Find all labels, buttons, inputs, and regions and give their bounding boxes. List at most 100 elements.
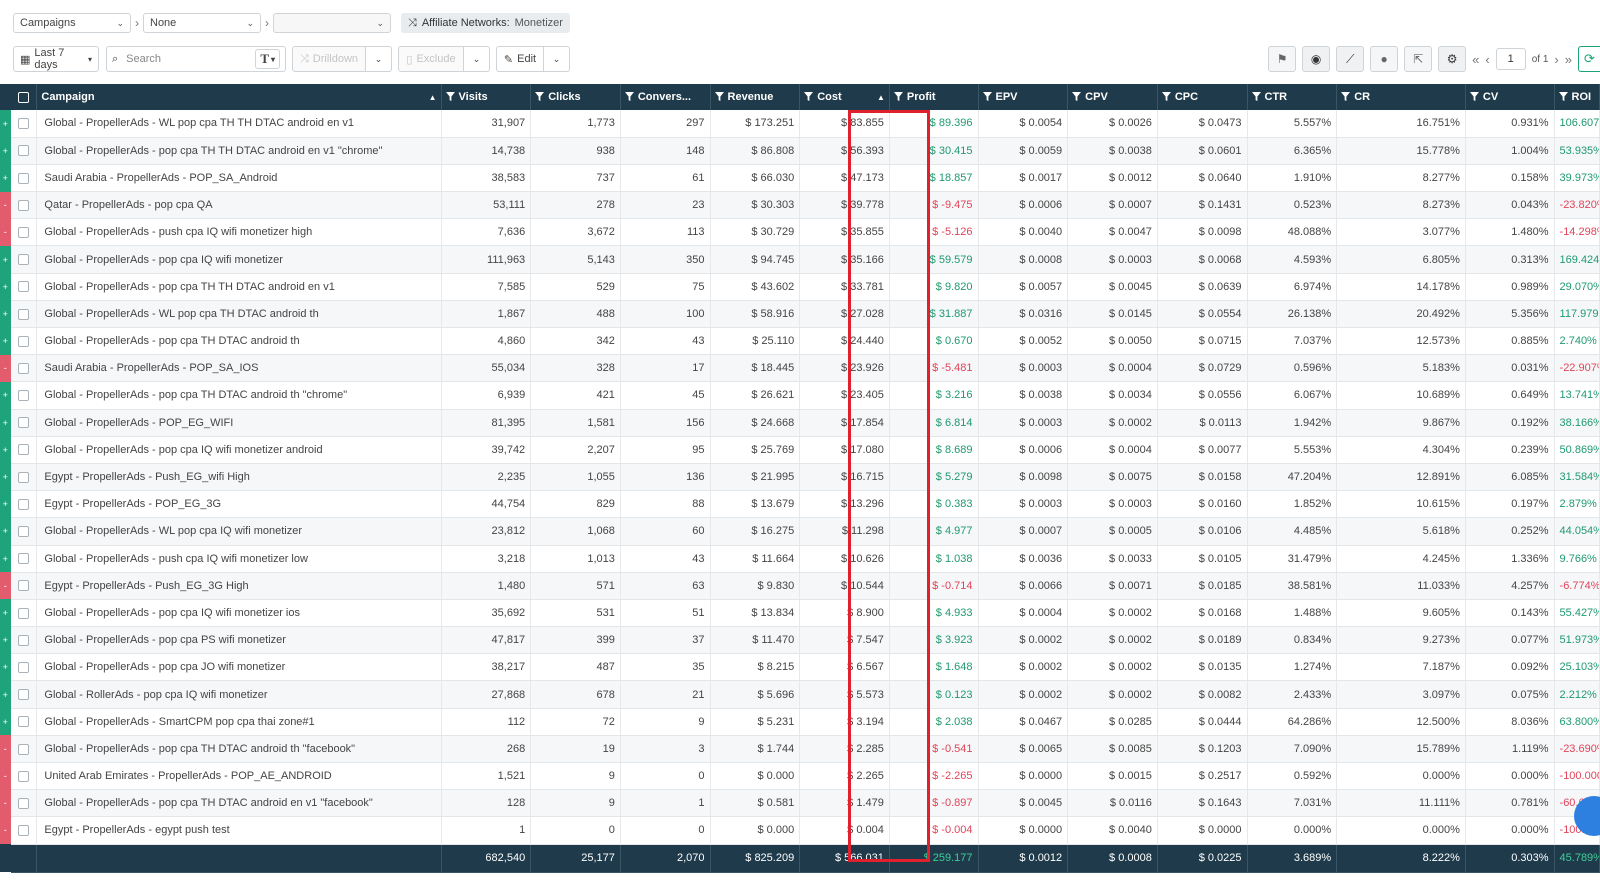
campaign-name[interactable]: Global - PropellerAds - pop cpa TH TH DT… — [36, 137, 442, 165]
plus-icon[interactable]: + — [0, 137, 11, 165]
row-checkbox[interactable] — [10, 653, 38, 682]
campaign-name[interactable]: Saudi Arabia - PropellerAds - POP_SA_And… — [36, 164, 442, 193]
row-checkbox[interactable] — [10, 110, 38, 138]
comment-icon[interactable]: ● — [1370, 46, 1399, 72]
plus-icon[interactable]: + — [0, 300, 11, 328]
col-campaign[interactable]: Campaign ▲ — [36, 84, 442, 110]
table-row[interactable]: + Global - PropellerAds - WL pop cpa IQ w… — [0, 517, 1600, 546]
row-checkbox[interactable] — [10, 816, 38, 845]
campaign-name[interactable]: Global - PropellerAds - push cpa IQ wifi… — [36, 545, 442, 573]
table-row[interactable]: + Global - PropellerAds - pop cpa IQ wifi… — [0, 436, 1600, 464]
row-checkbox[interactable] — [10, 789, 38, 818]
plus-icon[interactable]: + — [0, 653, 11, 681]
row-checkbox[interactable] — [10, 273, 38, 301]
next-page-icon[interactable]: › — [1554, 51, 1559, 67]
table-row[interactable]: + Global - PropellerAds - SmartCPM pop cp… — [0, 708, 1600, 736]
table-row[interactable]: - Egypt - PropellerAds - egypt push test 1… — [0, 816, 1600, 845]
minus-icon[interactable]: - — [0, 735, 11, 763]
plus-icon[interactable]: + — [0, 599, 11, 627]
campaign-name[interactable]: Global - PropellerAds - push cpa IQ wifi… — [36, 218, 442, 247]
row-checkbox[interactable] — [10, 436, 38, 464]
table-row[interactable]: + Global - PropellerAds - pop cpa TH TH D… — [0, 137, 1600, 165]
table-row[interactable]: - Qatar - PropellerAds - pop cpa QA 53,111… — [0, 191, 1600, 220]
campaign-name[interactable]: Global - PropellerAds - pop cpa TH DTAC … — [36, 735, 442, 764]
plus-icon[interactable]: + — [0, 517, 11, 545]
plus-icon[interactable]: + — [0, 490, 11, 518]
campaign-name[interactable]: Egypt - PropellerAds - egypt push test — [36, 816, 442, 845]
table-row[interactable]: + Global - PropellerAds - POP_EG_WIFI 81,3… — [0, 409, 1600, 437]
row-checkbox[interactable] — [10, 517, 38, 546]
row-checkbox[interactable] — [10, 545, 38, 573]
col-conversions[interactable]: Convers... — [620, 84, 711, 110]
minus-icon[interactable]: - — [0, 789, 11, 817]
row-checkbox[interactable] — [10, 680, 38, 709]
table-row[interactable]: + Global - PropellerAds - push cpa IQ wif… — [0, 545, 1600, 573]
table-row[interactable]: + Egypt - PropellerAds - Push_EG_wifi Hig… — [0, 463, 1600, 492]
table-row[interactable]: + Global - PropellerAds - pop cpa TH DTAC… — [0, 381, 1600, 410]
page-input[interactable]: 1 — [1495, 48, 1526, 70]
group-level1-select[interactable]: Campaigns ⌄ — [13, 13, 131, 33]
row-checkbox[interactable] — [10, 490, 38, 519]
exclude-dropdown[interactable]: ⌄ — [464, 46, 490, 72]
edit-button[interactable]: ✎ Edit — [496, 46, 544, 72]
drilldown-button[interactable]: ⤨ Drilldown — [292, 46, 366, 72]
row-checkbox[interactable] — [10, 245, 38, 274]
row-checkbox[interactable] — [10, 708, 38, 736]
plus-icon[interactable]: + — [0, 409, 11, 437]
campaign-name[interactable]: Global - PropellerAds - pop cpa JO wifi … — [36, 653, 442, 682]
col-roi[interactable]: ROI — [1554, 84, 1600, 110]
group-level2-select[interactable]: None ⌄ — [143, 13, 261, 33]
select-all-checkbox[interactable] — [10, 84, 38, 110]
plus-icon[interactable]: + — [0, 327, 11, 355]
campaign-name[interactable]: Global - PropellerAds - pop cpa TH TH DT… — [36, 273, 442, 301]
campaign-name[interactable]: Global - PropellerAds - pop cpa TH DTAC … — [36, 381, 442, 410]
campaign-name[interactable]: Global - PropellerAds - POP_EG_WIFI — [36, 409, 442, 437]
group-level3-select[interactable]: ⌄ — [273, 13, 391, 33]
table-row[interactable]: + Global - PropellerAds - WL pop cpa TH D… — [0, 300, 1600, 329]
col-clicks[interactable]: Clicks — [530, 84, 621, 110]
search-input[interactable]: Search — [126, 53, 162, 65]
plus-icon[interactable]: + — [0, 110, 11, 138]
table-row[interactable]: - Saudi Arabia - PropellerAds - POP_SA_IO… — [0, 354, 1600, 383]
minus-icon[interactable]: - — [0, 191, 11, 219]
search-field[interactable]: ⌕ Search T ▾ — [106, 46, 286, 72]
minus-icon[interactable]: - — [0, 816, 11, 845]
campaign-name[interactable]: Global - PropellerAds - pop cpa TH DTAC … — [36, 789, 442, 818]
campaign-name[interactable]: Global - PropellerAds - WL pop cpa TH DT… — [36, 300, 442, 329]
row-checkbox[interactable] — [10, 463, 38, 492]
flag-icon[interactable]: ⚑ — [1268, 46, 1297, 72]
eye-icon[interactable]: ◉ — [1302, 46, 1331, 72]
campaign-name[interactable]: Global - PropellerAds - pop cpa IQ wifi … — [36, 245, 442, 274]
col-ctr[interactable]: CTR — [1247, 84, 1338, 110]
campaign-name[interactable]: Global - PropellerAds - pop cpa IQ wifi … — [36, 599, 442, 628]
row-checkbox[interactable] — [10, 327, 38, 356]
plus-icon[interactable]: + — [0, 708, 11, 736]
table-row[interactable]: - Global - PropellerAds - push cpa IQ wif… — [0, 218, 1600, 247]
chart-icon[interactable]: ⟋ — [1336, 46, 1365, 72]
campaign-name[interactable]: Egypt - PropellerAds - Push_EG_wifi High — [36, 463, 442, 492]
campaign-name[interactable]: Global - PropellerAds - pop cpa IQ wifi … — [36, 436, 442, 464]
refresh-icon[interactable]: ⟳ — [1578, 46, 1600, 72]
minus-icon[interactable]: - — [0, 762, 11, 790]
plus-icon[interactable]: + — [0, 436, 11, 464]
row-checkbox[interactable] — [10, 409, 38, 437]
minus-icon[interactable]: - — [0, 354, 11, 382]
plus-icon[interactable]: + — [0, 626, 11, 654]
row-checkbox[interactable] — [10, 218, 38, 247]
table-row[interactable]: + Global - PropellerAds - WL pop cpa TH T… — [0, 110, 1600, 138]
plus-icon[interactable]: + — [0, 381, 11, 410]
campaign-name[interactable]: Global - PropellerAds - pop cpa PS wifi … — [36, 626, 442, 655]
campaign-name[interactable]: Global - PropellerAds - SmartCPM pop cpa… — [36, 708, 442, 736]
col-revenue[interactable]: Revenue — [710, 84, 801, 110]
col-cost[interactable]: Cost ▲ — [799, 84, 890, 110]
col-cpc[interactable]: CPC — [1157, 84, 1248, 110]
minus-icon[interactable]: - — [0, 218, 11, 246]
campaign-name[interactable]: Global - RollerAds - pop cpa IQ wifi mon… — [36, 680, 442, 709]
drilldown-dropdown[interactable]: ⌄ — [366, 46, 392, 72]
campaign-name[interactable]: Global - PropellerAds - WL pop cpa IQ wi… — [36, 517, 442, 546]
row-checkbox[interactable] — [10, 762, 38, 791]
table-row[interactable]: + Global - PropellerAds - pop cpa IQ wifi… — [0, 245, 1600, 274]
table-row[interactable]: + Global - PropellerAds - pop cpa IQ wifi… — [0, 599, 1600, 628]
table-row[interactable]: + Saudi Arabia - PropellerAds - POP_SA_An… — [0, 164, 1600, 193]
campaign-name[interactable]: Qatar - PropellerAds - pop cpa QA — [36, 191, 442, 220]
